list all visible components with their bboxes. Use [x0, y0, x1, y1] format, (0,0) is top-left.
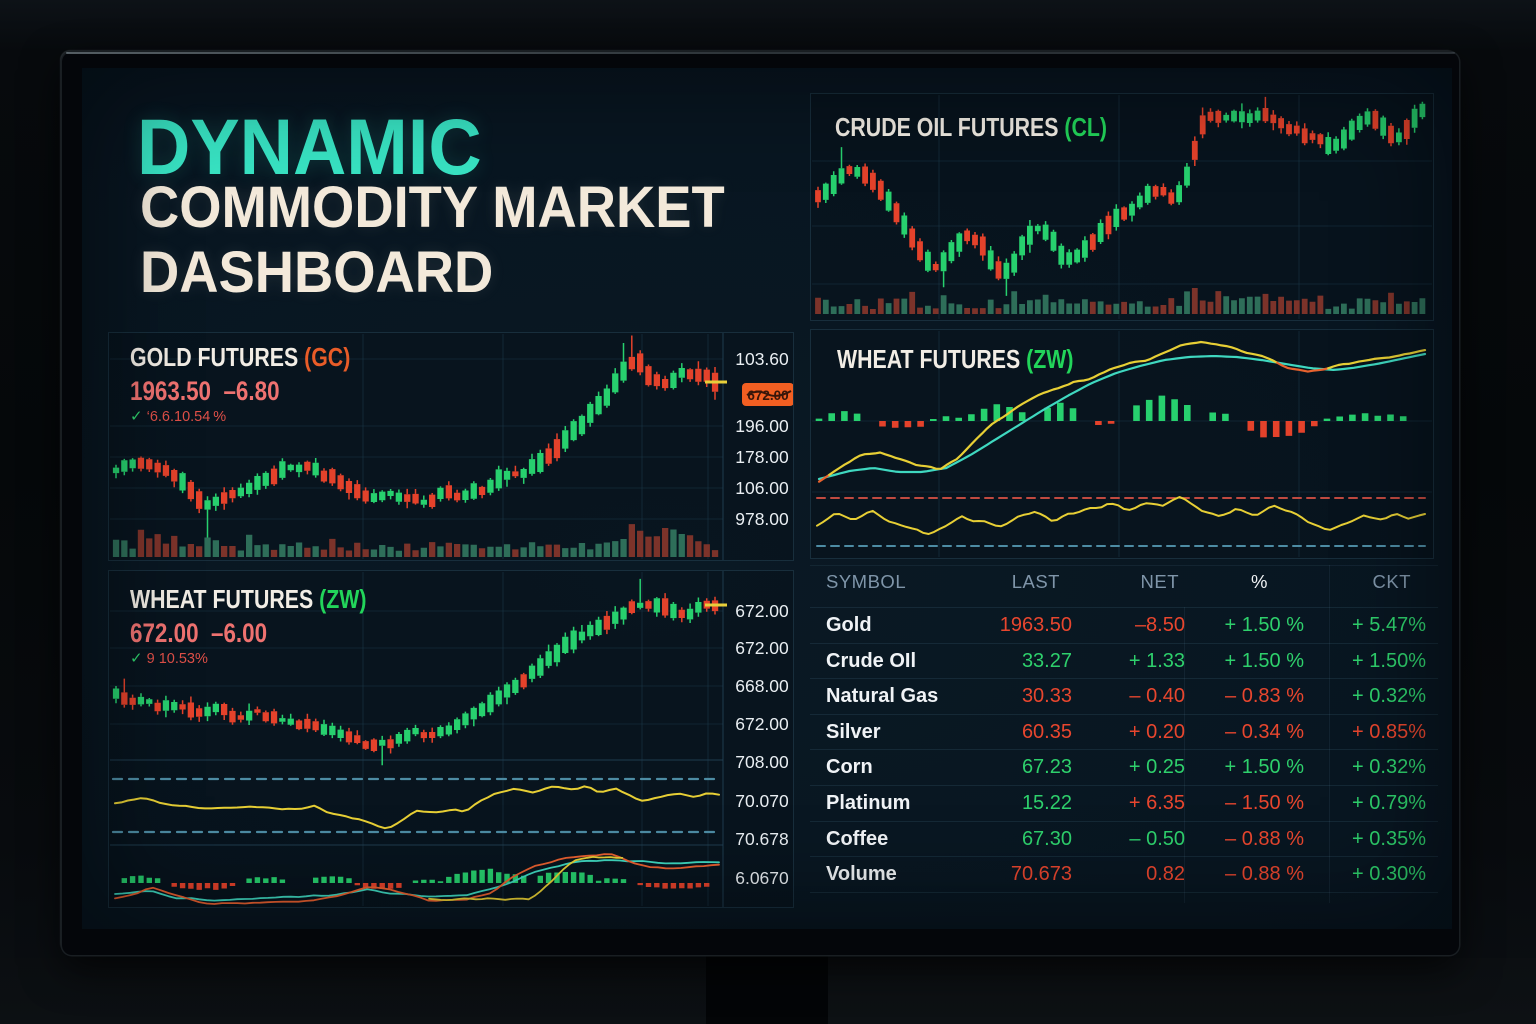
- svg-text:978.00: 978.00: [735, 509, 789, 529]
- svg-text:196.00: 196.00: [735, 416, 789, 436]
- svg-text:672.00: 672.00: [735, 714, 789, 734]
- svg-text:178.00: 178.00: [735, 447, 789, 467]
- svg-text:668.00: 668.00: [735, 676, 789, 696]
- svg-text:672.00: 672.00: [735, 638, 789, 658]
- svg-text:70.678: 70.678: [735, 829, 789, 849]
- svg-text:103.60: 103.60: [735, 349, 789, 369]
- svg-text:708.00: 708.00: [735, 752, 789, 772]
- svg-text:672.00: 672.00: [735, 601, 789, 621]
- svg-text:6.0670: 6.0670: [735, 868, 789, 888]
- svg-text:106.00: 106.00: [735, 478, 789, 498]
- svg-text:70.070: 70.070: [735, 791, 789, 811]
